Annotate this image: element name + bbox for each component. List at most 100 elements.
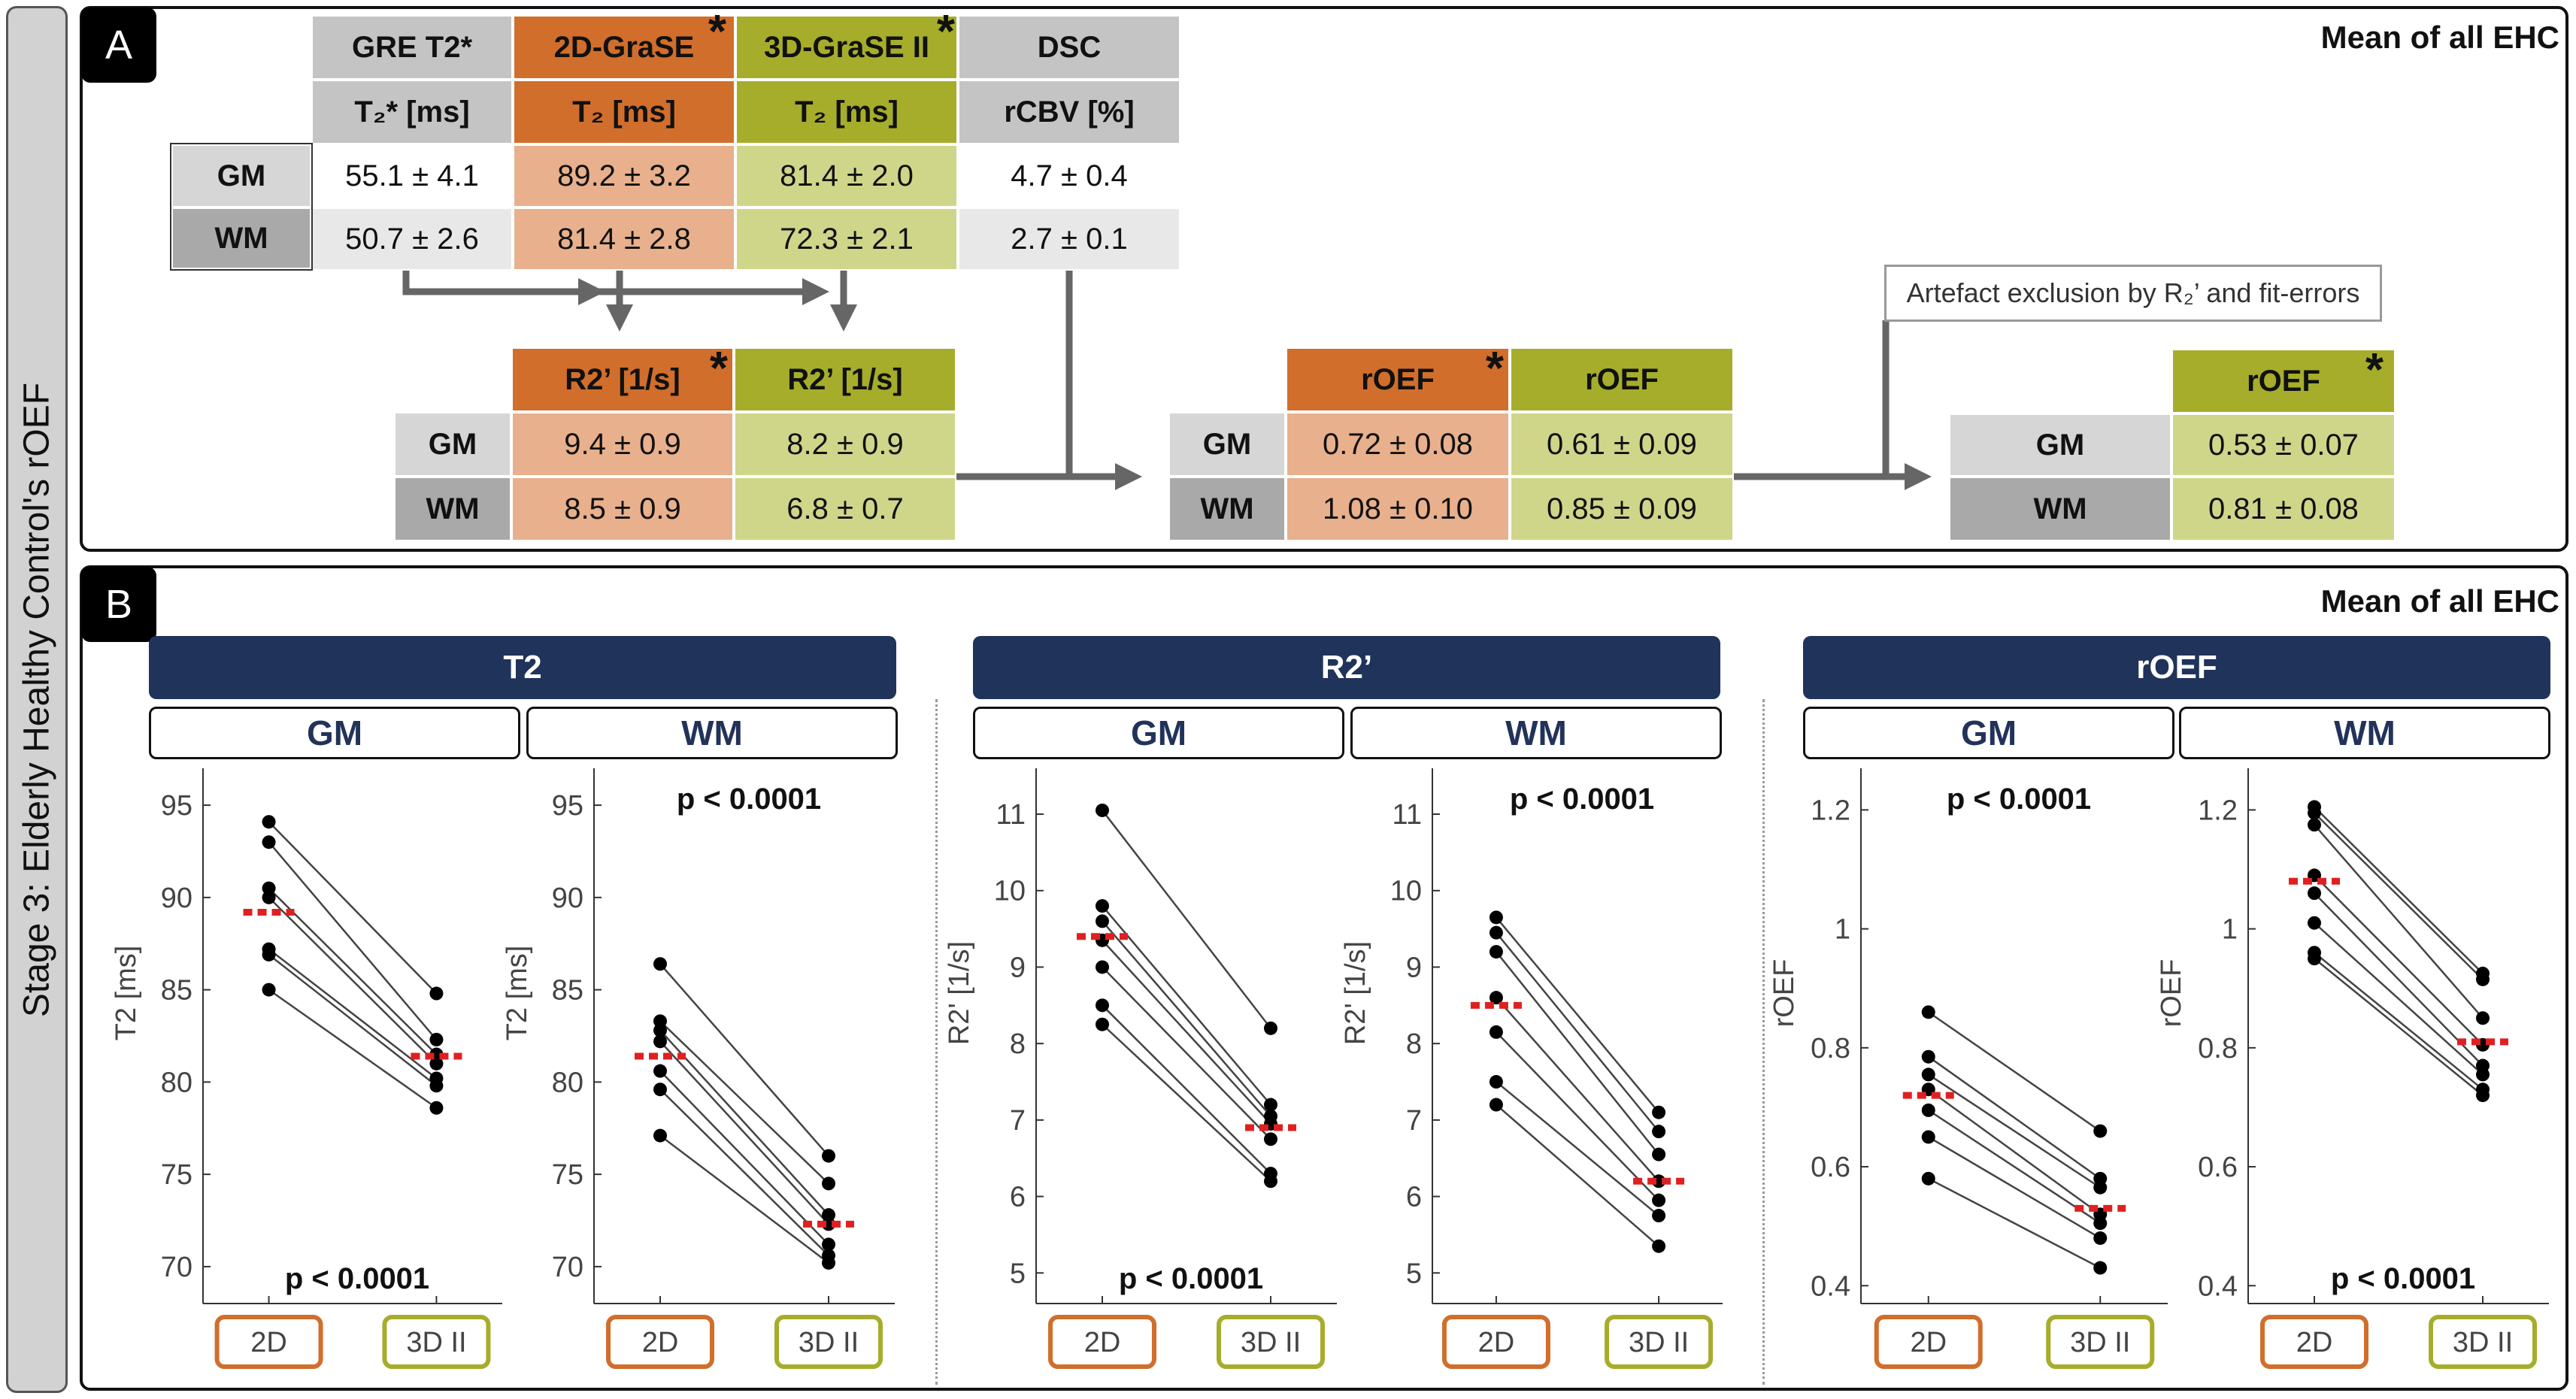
y-tick-label: 0.8 (2198, 1033, 2238, 1064)
point-2d (653, 1034, 667, 1049)
t4-head: rOEF * (2171, 347, 2396, 413)
pair-line (659, 1070, 829, 1246)
category-label-2d: 2D (250, 1327, 287, 1358)
category-box-2d (606, 1315, 714, 1369)
point-3d (429, 1032, 444, 1046)
category-label-3d: 3D II (406, 1327, 466, 1358)
y-tick-label: 10 (994, 876, 1026, 907)
point-3d (429, 1079, 444, 1093)
point-2d (2308, 818, 2321, 832)
point-3d (429, 986, 444, 1001)
y-tick-label: 6 (1406, 1182, 1422, 1213)
y-tick-label: 1.2 (2198, 795, 2238, 826)
t1-unit-dsc: rCBV [%] (958, 80, 1180, 144)
point-2d (1096, 803, 1109, 817)
pair-line (2314, 874, 2484, 1046)
pair-line (659, 1029, 829, 1216)
pair-line (1102, 920, 1271, 1117)
point-2d (653, 1023, 667, 1037)
p-value: p < 0.0001 (1947, 783, 2091, 816)
t4-row-wm-label: WM (1949, 477, 2171, 541)
t1-wm-gre: 50.7 ± 2.6 (311, 207, 513, 271)
panel-b (80, 565, 2568, 1391)
category-box-3d (2429, 1315, 2537, 1369)
pair-line (268, 821, 438, 995)
point-2d (653, 957, 667, 971)
pair-line (1496, 1081, 1659, 1216)
t4-head-text: rOEF (2247, 364, 2320, 398)
p-value: p < 0.0001 (1510, 783, 1654, 816)
category-label-2d: 2D (1910, 1327, 1947, 1358)
point-3d (1652, 1209, 1666, 1223)
y-tick-label: 6 (1010, 1182, 1026, 1213)
t2-wm-3d: 6.8 ± 0.7 (734, 477, 956, 541)
pair-line (1495, 916, 1660, 1113)
point-2d (1921, 1005, 1935, 1019)
t1-unit-3d: T₂ [ms] (735, 80, 958, 144)
r2-wm-subheader: WM (1350, 707, 1722, 759)
group-roef-header: rOEF (1803, 636, 2550, 699)
pair-line (268, 948, 438, 1080)
y-tick-label: 85 (552, 975, 583, 1007)
roef-wm-subheader: WM (2179, 707, 2550, 759)
pair-line (1495, 931, 1660, 1132)
point-2d (1489, 945, 1503, 959)
point-3d (2476, 972, 2490, 986)
y-axis-label: T2 [ms] (111, 946, 142, 1041)
point-2d (1489, 925, 1503, 940)
t2-gm-subheader: GM (149, 707, 520, 759)
y-tick-label: 75 (161, 1159, 192, 1191)
point-2d (1096, 1017, 1109, 1031)
pair-line (1496, 1031, 1659, 1201)
pair-line (1495, 951, 1660, 1155)
category-box-2d (214, 1315, 323, 1369)
y-tick-label: 95 (552, 790, 583, 822)
y-axis-label: T2 [ms] (502, 946, 533, 1041)
star-icon: * (1485, 343, 1504, 395)
artefact-exclusion-note: Artefact exclusion by R₂’ and fit-errors (1884, 265, 2382, 322)
pair-line (2314, 922, 2484, 1076)
t1-method-gre: GRE T2* (311, 15, 513, 80)
table-3: rOEF * rOEF GM 0.72 ± 0.08 0.61 ± 0.09 WM… (1168, 343, 1734, 541)
y-tick-label: 8 (1010, 1028, 1026, 1060)
panel-a-title: Mean of all EHC (2320, 20, 2559, 55)
y-axis-label: rOEF (2156, 959, 2187, 1028)
point-2d (1921, 1130, 1935, 1144)
t1-method-3d: 3D-GraSE II * (735, 9, 958, 80)
pair-line (659, 963, 829, 1157)
category-box-2d (2260, 1315, 2368, 1369)
category-box-3d (2046, 1315, 2155, 1369)
t1-unit-gre: T₂* [ms] (311, 80, 513, 144)
panel-b-label: B (81, 567, 156, 642)
t1-gm-3d: 81.4 ± 2.0 (735, 144, 958, 207)
point-3d (822, 1237, 835, 1252)
y-tick-label: 70 (552, 1252, 583, 1283)
category-box-2d (1441, 1315, 1550, 1369)
pair-line (1102, 940, 1271, 1125)
chart-3: 5 6 7 8 9 10 11 R2' [1/s] p < 0.0001 2D 3D II (944, 768, 1337, 1369)
point-2d (1489, 910, 1503, 925)
t3-row-wm-label: WM (1168, 477, 1286, 541)
pair-line (268, 989, 438, 1109)
t1-row-gm-label: GM (171, 144, 311, 207)
table-1: GRE T2* 2D-GraSE * 3D-GraSE II * DSC T₂* [… (311, 9, 1180, 271)
pair-line (1102, 905, 1271, 1106)
t3-gm-3d: 0.61 ± 0.09 (1510, 412, 1734, 477)
point-2d (262, 983, 276, 997)
point-2d (1489, 1098, 1503, 1112)
y-tick-label: 80 (552, 1067, 583, 1098)
group-separator-1 (935, 699, 938, 1385)
point-3d (1264, 1098, 1277, 1112)
point-2d (2308, 806, 2321, 820)
y-tick-label: 9 (1010, 952, 1026, 983)
t1-method-2d-text: 2D-GraSE (553, 30, 695, 64)
t3-wm-3d: 0.85 ± 0.09 (1510, 477, 1734, 541)
t2-row-wm-label: WM (394, 477, 511, 541)
category-label-3d: 3D II (1241, 1327, 1301, 1358)
point-2d (1921, 1049, 1935, 1064)
category-box-3d (1605, 1315, 1714, 1369)
point-2d (653, 1128, 667, 1143)
point-2d (1096, 899, 1109, 913)
t2-head-3d: R2’ [1/s] (734, 347, 956, 412)
